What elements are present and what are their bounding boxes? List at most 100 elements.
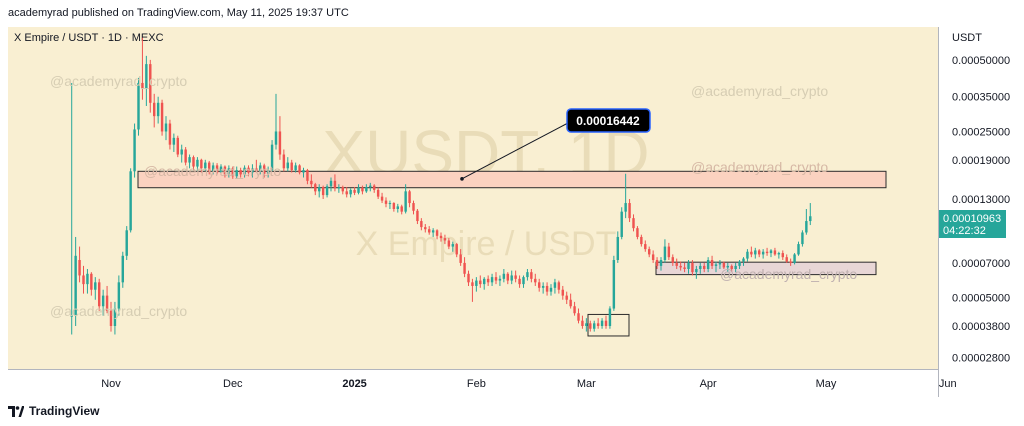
candle bbox=[400, 204, 403, 215]
candle-body bbox=[90, 273, 93, 290]
candle bbox=[149, 59, 152, 113]
candle-body bbox=[117, 282, 121, 309]
candle bbox=[765, 247, 769, 256]
candle-body bbox=[133, 129, 136, 172]
candle-body bbox=[510, 275, 513, 281]
candle bbox=[671, 254, 675, 266]
tradingview-logo-icon bbox=[8, 405, 24, 417]
candle-body bbox=[644, 244, 647, 250]
time-tick-label: 2025 bbox=[342, 378, 366, 390]
candle-body bbox=[726, 265, 730, 268]
time-tick-label: May bbox=[816, 378, 837, 390]
candle bbox=[679, 261, 682, 271]
candle bbox=[706, 257, 710, 273]
candle bbox=[553, 278, 557, 294]
candle bbox=[329, 177, 333, 192]
candle-body bbox=[266, 170, 270, 174]
price-tick-label: 0.00050000 bbox=[952, 55, 1010, 67]
candle bbox=[644, 240, 647, 252]
candle-body bbox=[129, 171, 132, 231]
candle bbox=[797, 241, 800, 256]
candle bbox=[408, 189, 411, 208]
candle-body bbox=[537, 282, 541, 288]
candle-body bbox=[757, 250, 761, 255]
candle bbox=[801, 230, 804, 247]
candle bbox=[514, 270, 517, 283]
candle bbox=[70, 82, 73, 335]
candle-body bbox=[447, 240, 451, 247]
candle-body bbox=[671, 257, 675, 263]
candle-body bbox=[255, 168, 258, 172]
candle-body bbox=[514, 275, 517, 279]
zones-layer bbox=[137, 170, 887, 337]
candle bbox=[427, 226, 431, 235]
price-scale-background bbox=[938, 27, 1018, 369]
candle-body bbox=[420, 221, 423, 228]
candle-body bbox=[137, 82, 140, 130]
candle bbox=[471, 278, 474, 302]
candle bbox=[90, 272, 93, 296]
candle-body bbox=[184, 149, 187, 163]
candle-body bbox=[463, 262, 466, 274]
candlestick-chart[interactable]: XUSDT, 1D X Empire / USDT X Empire / USD… bbox=[8, 27, 1018, 397]
handle-watermark-bottom-left: @academyrad_crypto bbox=[50, 303, 187, 319]
candle-body bbox=[746, 251, 749, 259]
candle-body bbox=[730, 265, 733, 269]
candle-body bbox=[188, 157, 191, 163]
candle bbox=[141, 37, 144, 100]
candle bbox=[207, 160, 211, 175]
candle bbox=[255, 159, 258, 173]
candle bbox=[742, 257, 745, 266]
candle-body bbox=[490, 277, 494, 283]
callout-layer[interactable]: 0.00016442 bbox=[460, 108, 651, 181]
candle bbox=[384, 197, 388, 208]
candle bbox=[302, 167, 305, 178]
time-tick-label: Nov bbox=[101, 378, 121, 390]
candle bbox=[632, 214, 635, 232]
candle-body bbox=[777, 253, 781, 255]
candle bbox=[479, 275, 482, 288]
candle bbox=[168, 119, 172, 150]
candle bbox=[545, 282, 549, 296]
candle-body bbox=[620, 211, 623, 237]
candle bbox=[188, 154, 191, 169]
candle-body bbox=[467, 273, 470, 283]
candle bbox=[738, 260, 741, 269]
price-tick-label: 0.00002800 bbox=[952, 353, 1010, 365]
chart-frame[interactable]: XUSDT, 1D X Empire / USDT X Empire / USD… bbox=[8, 27, 1018, 397]
candle-body bbox=[286, 162, 290, 169]
candle-body bbox=[545, 285, 549, 292]
candle bbox=[585, 318, 588, 332]
candle-body bbox=[750, 251, 753, 255]
candle-body bbox=[219, 166, 223, 173]
candle bbox=[769, 249, 773, 258]
candle-body bbox=[317, 187, 321, 192]
candle-body bbox=[392, 203, 396, 209]
candle-body bbox=[506, 273, 510, 281]
candle bbox=[691, 260, 694, 276]
candle bbox=[412, 200, 415, 215]
candle-body bbox=[797, 244, 800, 255]
candle bbox=[184, 147, 187, 166]
candle-body bbox=[227, 168, 231, 175]
candle bbox=[376, 187, 380, 199]
candle-body bbox=[282, 154, 286, 169]
candle bbox=[129, 168, 132, 233]
candle bbox=[333, 174, 337, 192]
candle bbox=[262, 163, 266, 178]
candle bbox=[537, 278, 541, 292]
candle bbox=[152, 93, 156, 128]
candle-body bbox=[687, 262, 690, 269]
candle-body bbox=[683, 267, 686, 269]
candle bbox=[317, 184, 321, 198]
candle-body bbox=[769, 250, 773, 254]
candle-body bbox=[486, 278, 490, 283]
candle-body bbox=[101, 295, 105, 307]
candle-body bbox=[479, 280, 482, 285]
candle-body bbox=[561, 289, 565, 296]
callout-box[interactable] bbox=[566, 108, 651, 133]
candle bbox=[259, 162, 262, 175]
candle bbox=[596, 318, 600, 329]
candle-body bbox=[549, 287, 553, 292]
candle-body bbox=[439, 235, 443, 239]
